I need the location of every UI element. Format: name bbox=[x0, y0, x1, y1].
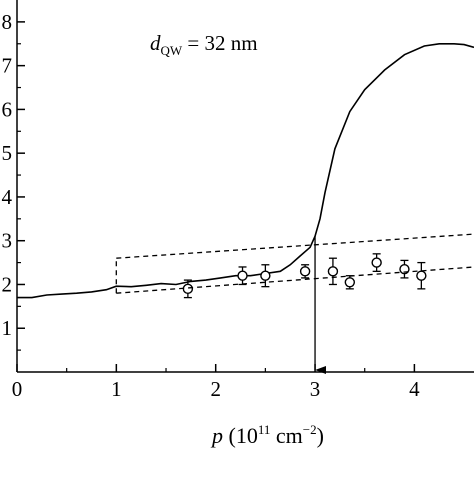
data-point bbox=[416, 261, 427, 290]
y-tick-label: 3 bbox=[2, 229, 13, 253]
dashed-guide-line bbox=[116, 233, 474, 259]
data-point bbox=[399, 259, 410, 279]
y-tick-label: 8 bbox=[2, 10, 13, 34]
data-point bbox=[371, 253, 382, 272]
y-tick-label: 5 bbox=[2, 141, 13, 165]
data-point bbox=[260, 264, 271, 288]
labels-layer: dQW = 32 nm p (1011 cm−2) bbox=[150, 31, 324, 448]
series-layer bbox=[17, 42, 474, 374]
data-point bbox=[182, 279, 194, 299]
annotation-label: dQW = 32 nm bbox=[150, 31, 258, 58]
x-tick-label: 0 bbox=[12, 377, 23, 401]
y-tick-label: 1 bbox=[2, 316, 13, 340]
data-marker bbox=[182, 283, 194, 295]
axis-ticks: 0 1 2 3 4 1 2 3 4 5 6 7 8 bbox=[2, 10, 421, 401]
x-tick-label: 1 bbox=[111, 377, 122, 401]
y-tick-label: 7 bbox=[2, 54, 13, 78]
data-point bbox=[299, 264, 311, 279]
y-tick-label: 4 bbox=[2, 185, 13, 209]
data-marker bbox=[344, 277, 356, 288]
solid-curve bbox=[17, 42, 474, 299]
data-marker bbox=[371, 257, 382, 268]
y-tick-label: 6 bbox=[2, 97, 13, 121]
x-tick-label: 3 bbox=[310, 377, 321, 401]
data-marker bbox=[299, 266, 311, 277]
y-tick-label: 2 bbox=[2, 272, 13, 296]
data-marker bbox=[237, 270, 248, 281]
x-tick-label: 4 bbox=[409, 377, 420, 401]
data-point bbox=[237, 266, 248, 286]
x-axis-title: p (1011 cm−2) bbox=[210, 422, 324, 448]
x-tick-label: 2 bbox=[210, 377, 221, 401]
data-marker bbox=[416, 270, 427, 281]
data-marker bbox=[260, 270, 271, 281]
axes bbox=[16, 0, 474, 373]
data-point bbox=[344, 275, 356, 290]
data-marker bbox=[327, 266, 339, 277]
data-point bbox=[327, 257, 339, 286]
dashed-guide-line bbox=[116, 266, 474, 294]
